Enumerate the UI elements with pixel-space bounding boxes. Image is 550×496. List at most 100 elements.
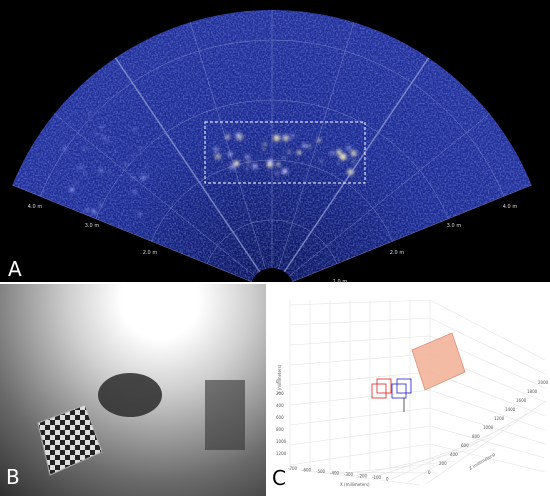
grid-line (429, 443, 546, 473)
echo (133, 128, 137, 132)
echo (282, 135, 286, 139)
grid-line (425, 400, 547, 485)
y-tick-label: 600 (276, 415, 284, 420)
echo (98, 168, 104, 174)
y-tick-label: 800 (276, 427, 284, 432)
echo (85, 207, 90, 212)
panel-label: B (6, 465, 20, 489)
grid-line (317, 471, 439, 474)
radial-line (288, 113, 490, 277)
echo (336, 149, 342, 154)
echo (214, 153, 222, 160)
grid-line (289, 443, 431, 466)
y-tick-label: 0 (276, 379, 279, 384)
z-tick-label: 2000 (538, 380, 549, 385)
echo (83, 173, 87, 176)
grid-line (429, 317, 546, 375)
range-label: 3.0 m (85, 223, 100, 229)
echo (94, 132, 99, 137)
range-arc (206, 219, 338, 264)
range-label: 2.0 m (390, 250, 405, 256)
echo (131, 154, 134, 157)
echo (132, 189, 137, 194)
x-tick-label: -500 (316, 469, 326, 474)
echo (266, 162, 273, 168)
grid-line (289, 371, 431, 386)
grid-line (429, 389, 546, 431)
z-tick-label: 1600 (516, 398, 527, 403)
panel-label: C (272, 466, 286, 490)
range-label: 3.0 m (447, 223, 462, 229)
y-tick-label: 1000 (276, 439, 287, 444)
range-arc (39, 39, 505, 197)
echo (319, 159, 323, 163)
y-tick-label: 200 (276, 391, 284, 396)
echo (83, 147, 87, 151)
echo (263, 142, 267, 146)
echo (352, 159, 356, 163)
echo (282, 168, 288, 174)
echo (75, 180, 78, 184)
z-tick-label: 0 (428, 470, 431, 475)
echo (139, 171, 142, 174)
panel-c: Y (millimeters) X (millimeters) Z (milli… (268, 284, 550, 496)
grid-line (371, 436, 493, 479)
echo (233, 160, 240, 167)
range-label: 2.0 m (143, 250, 158, 256)
radial-line (292, 184, 532, 282)
echo (235, 132, 241, 138)
echo (106, 139, 110, 143)
range-label: 1.0 m (333, 279, 348, 285)
grid-line (429, 425, 546, 459)
echo (245, 155, 250, 159)
echo (79, 165, 84, 170)
grid-line (289, 335, 431, 346)
grid-line (289, 353, 431, 366)
x-tick-label: -600 (302, 468, 312, 473)
range-label: 4.0 m (503, 204, 518, 210)
echo (98, 203, 103, 207)
x-tick-label: -700 (288, 466, 298, 471)
echo (213, 146, 219, 152)
panel-label: A (8, 257, 22, 281)
echo (99, 125, 104, 129)
y-tick-label: 400 (276, 403, 284, 408)
echo (276, 162, 281, 167)
z-tick-label: 800 (472, 434, 480, 439)
range-arc (151, 159, 393, 242)
grid-line (335, 460, 457, 475)
radial-line (12, 184, 252, 282)
grid-line (429, 407, 546, 445)
grid-line (429, 299, 546, 361)
echo (113, 151, 117, 154)
grid-line (289, 407, 431, 426)
z-tick-label: 200 (439, 461, 447, 466)
echo (76, 166, 80, 170)
range-arc (95, 99, 449, 219)
z-tick-label: 400 (450, 452, 458, 457)
echo (138, 146, 142, 150)
grid-line (353, 448, 475, 477)
axis-label: Y (millimeters) (277, 364, 282, 395)
panel-b: B (0, 284, 266, 496)
z-tick-label: 1000 (483, 425, 494, 430)
echo (88, 111, 91, 115)
x-tick-label: -100 (372, 475, 382, 480)
echo (273, 134, 281, 142)
echo (70, 187, 74, 192)
echo (337, 162, 340, 166)
echo (297, 150, 301, 155)
echo (102, 135, 106, 140)
echo (302, 143, 307, 148)
echo (108, 171, 112, 174)
echo (287, 150, 291, 154)
z-tick-label: 1200 (494, 416, 505, 421)
echo (245, 166, 249, 170)
radial-line (283, 57, 430, 273)
echo (140, 175, 146, 181)
echo (282, 156, 285, 159)
echo (229, 163, 236, 170)
range-label: 4.0 m (28, 204, 43, 210)
radial-line (189, 22, 266, 270)
echo (346, 145, 351, 151)
